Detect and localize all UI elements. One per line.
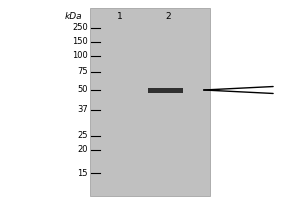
Text: 1: 1 <box>117 12 123 21</box>
Bar <box>148 88 183 92</box>
Text: 250: 250 <box>72 23 88 32</box>
Text: kDa: kDa <box>64 12 82 21</box>
Text: 50: 50 <box>77 86 88 95</box>
Text: 37: 37 <box>77 106 88 114</box>
Text: 20: 20 <box>77 146 88 154</box>
Text: 2: 2 <box>165 12 171 21</box>
Text: 75: 75 <box>77 68 88 76</box>
Text: 25: 25 <box>77 132 88 140</box>
Text: 100: 100 <box>72 51 88 60</box>
Text: 150: 150 <box>72 38 88 46</box>
Text: 15: 15 <box>77 168 88 178</box>
Bar <box>90 8 210 196</box>
